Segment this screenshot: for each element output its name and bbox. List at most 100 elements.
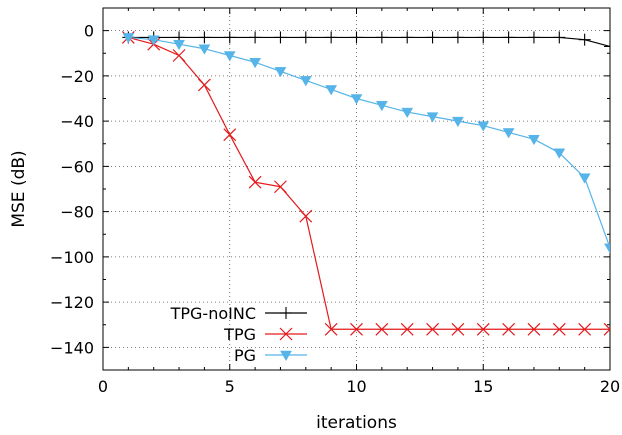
- data-point: [147, 35, 160, 46]
- data-point: [426, 322, 439, 336]
- data-point: [552, 322, 566, 336]
- legend-label: TPG-noINC: [170, 304, 256, 323]
- data-point: [578, 322, 592, 336]
- data-point-b: [172, 49, 186, 62]
- data-point-b: [400, 322, 414, 336]
- data-point: [198, 31, 211, 44]
- data-point: [122, 33, 135, 44]
- data-point: [578, 33, 591, 46]
- data-point: [172, 49, 186, 62]
- data-point-b: [552, 322, 566, 336]
- y-tick-label: −40: [60, 112, 94, 131]
- data-point: [401, 107, 414, 119]
- data-point: [274, 67, 287, 78]
- data-point: [198, 44, 211, 55]
- series-line: [128, 36, 610, 330]
- data-point: [325, 31, 338, 44]
- data-point-a: [603, 322, 610, 331]
- data-point-b: [578, 322, 592, 336]
- x-tick-label: 20: [600, 377, 620, 396]
- data-point: [502, 128, 515, 139]
- data-point: [325, 85, 338, 96]
- y-tick-label: −100: [50, 248, 94, 267]
- data-point: [249, 58, 262, 69]
- data-point: [248, 175, 262, 189]
- legend-label: TPG: [223, 325, 256, 344]
- data-point: [223, 128, 237, 142]
- y-tick-label: −140: [50, 338, 94, 357]
- y-axis-title: MSE (dB): [9, 150, 29, 227]
- data-point: [603, 322, 610, 336]
- data-point-b: [476, 322, 490, 336]
- legend-marker: [280, 307, 292, 319]
- data-point-b: [603, 328, 610, 336]
- data-point-b: [299, 209, 313, 223]
- data-point: [324, 322, 338, 336]
- data-point: [578, 173, 591, 184]
- legend-marker: [280, 350, 292, 361]
- data-point: [350, 31, 363, 44]
- data-point: [375, 101, 388, 112]
- series-tpg: [121, 30, 610, 336]
- data-point: [426, 31, 439, 44]
- data-point: [274, 31, 287, 44]
- y-tick-label: −20: [60, 67, 94, 86]
- data-point: [426, 112, 439, 123]
- data-point: [477, 121, 490, 132]
- data-point-b: [223, 128, 237, 142]
- data-point: [223, 31, 236, 44]
- series-line: [128, 36, 610, 249]
- data-point: [400, 322, 414, 336]
- data-point: [299, 209, 313, 223]
- data-point: [451, 116, 464, 128]
- data-point: [553, 148, 566, 159]
- data-point: [223, 51, 236, 62]
- data-point-b: [426, 322, 439, 336]
- data-point: [528, 134, 540, 146]
- legend-marker-b: [279, 327, 293, 341]
- data-point: [375, 322, 389, 336]
- data-point: [249, 31, 262, 44]
- series-pg: [122, 33, 610, 254]
- data-point-b: [375, 322, 389, 336]
- data-point: [173, 39, 185, 51]
- data-point: [197, 78, 211, 92]
- data-point-b: [197, 78, 211, 92]
- y-tick-label: −60: [60, 157, 94, 176]
- data-point: [502, 31, 515, 44]
- data-point: [299, 31, 312, 44]
- legend-marker: [279, 327, 293, 341]
- x-tick-label: 5: [225, 377, 235, 396]
- y-tick-label: −80: [60, 203, 94, 222]
- series-layer: [121, 30, 610, 336]
- x-axis-title: iterations: [316, 413, 397, 433]
- data-point-b: [451, 322, 465, 336]
- data-point: [350, 322, 363, 336]
- data-point: [451, 322, 465, 336]
- x-tick-label: 15: [473, 377, 493, 396]
- data-point: [553, 31, 566, 44]
- data-point: [274, 180, 287, 194]
- data-point: [375, 31, 388, 44]
- data-point: [604, 243, 610, 254]
- data-point-b: [274, 180, 287, 194]
- data-point: [604, 40, 610, 53]
- data-point: [527, 31, 540, 44]
- data-point-b: [350, 322, 363, 336]
- legend: TPG-noINC TPG PG: [170, 304, 307, 365]
- data-point: [527, 322, 541, 336]
- data-point: [350, 94, 363, 105]
- legend-label: PG: [234, 346, 256, 365]
- x-tick-label: 10: [346, 377, 366, 396]
- data-point: [299, 76, 312, 87]
- data-point-b: [248, 175, 262, 189]
- data-point: [451, 31, 464, 44]
- y-tick-label: −120: [50, 293, 94, 312]
- data-point-b: [502, 322, 516, 336]
- data-point-b: [324, 322, 338, 336]
- data-point: [502, 322, 516, 336]
- x-tick-label: 0: [98, 377, 108, 396]
- data-point: [401, 31, 414, 44]
- y-tick-label: 0: [84, 22, 94, 41]
